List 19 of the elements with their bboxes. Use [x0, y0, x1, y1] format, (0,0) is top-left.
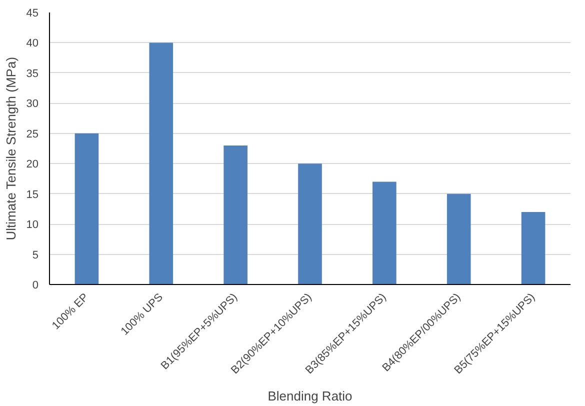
- bar: [446, 194, 471, 284]
- y-axis-title: Ultimate Tensile Strength (MPa): [3, 56, 18, 240]
- y-tick-label: 0: [32, 280, 39, 292]
- bar: [224, 145, 248, 284]
- y-tick-label: 10: [26, 219, 39, 232]
- bar: [521, 212, 546, 284]
- y-tick-label: 30: [26, 98, 39, 110]
- y-tick-label: 45: [26, 8, 39, 20]
- bar: [372, 182, 396, 284]
- bar: [298, 164, 322, 284]
- y-tick-label: 5: [32, 249, 39, 262]
- bar: [149, 42, 174, 284]
- y-tick-label: 35: [26, 68, 39, 80]
- y-tick-label: 15: [26, 188, 39, 201]
- y-tick-label: 40: [26, 38, 39, 50]
- bar: [74, 133, 99, 284]
- y-tick-label: 20: [26, 158, 39, 171]
- y-tick-label: 25: [26, 128, 39, 140]
- x-axis-title: Blending Ratio: [268, 388, 352, 404]
